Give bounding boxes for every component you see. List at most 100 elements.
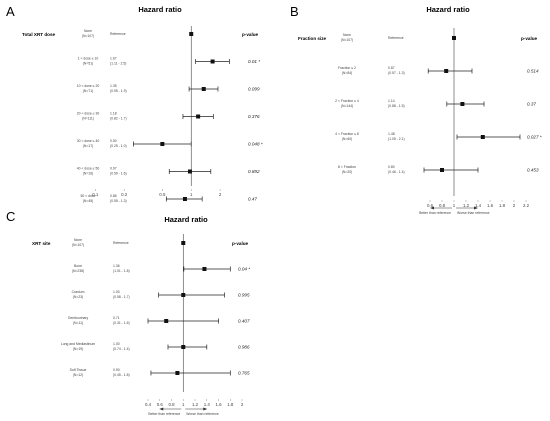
arrow-left-head xyxy=(159,407,164,411)
p-value: 0.47 xyxy=(248,197,257,202)
tick-label: 0.2 xyxy=(121,192,128,197)
p-value: 0.376 xyxy=(248,114,260,119)
tick-label: 1 xyxy=(190,192,193,197)
tick-label: 1.2 xyxy=(192,402,199,407)
row-label: 2 < Fraction ≤ 4 xyxy=(335,99,359,103)
row-label: 20 < dose ≤ 30 xyxy=(77,112,100,116)
row-n: (N=107) xyxy=(72,243,84,247)
tick-label: 1 xyxy=(182,402,185,407)
hr-ci: (0.46 - 1.4) xyxy=(388,170,405,174)
tick-label: 0.4 xyxy=(145,402,152,407)
p-value-header: p-value xyxy=(242,32,259,37)
hr-ci: (1.01 - 1.8) xyxy=(113,269,130,273)
direction-left-label: Better than reference xyxy=(148,412,180,416)
p-value: 0.099 xyxy=(248,87,260,92)
p-value: 0.453 xyxy=(527,168,539,173)
p-value: 0.986 xyxy=(238,345,250,350)
row-n: (N=60) xyxy=(342,137,352,141)
row-label: 30 < dose ≤ 40 xyxy=(77,139,100,143)
p-value-header: p-value xyxy=(521,36,538,41)
hr-ci: (0.45 - 1.8) xyxy=(113,373,130,377)
row-label: Fraction ≤ 2 xyxy=(338,66,356,70)
hr-point xyxy=(181,241,186,245)
hr-ci: (0.82 - 1.7) xyxy=(110,117,127,121)
row-n: (N=16) xyxy=(83,172,93,176)
hr-point xyxy=(440,168,444,172)
hr-estimate: 1.00 xyxy=(113,290,120,294)
hr-ci: (0.59 - 1.6) xyxy=(110,172,127,176)
p-value: 0.027 * xyxy=(527,135,542,140)
row-n: (N=51) xyxy=(83,62,93,66)
hr-ci: (0.25 - 1.0) xyxy=(110,144,127,148)
p-value: 0.765 xyxy=(238,371,250,376)
tick-label: 0.8 xyxy=(439,203,446,208)
tick-label: 1 xyxy=(453,203,456,208)
tick-label: 2.2 xyxy=(523,203,530,208)
hr-ci: (0.31 - 1.6) xyxy=(113,321,130,325)
hr-point xyxy=(189,32,194,36)
panel-letter: A xyxy=(6,4,15,19)
tick-label: 0.6 xyxy=(157,402,164,407)
row-label: None xyxy=(84,29,92,33)
row-n: (N=111) xyxy=(82,117,94,121)
tick-label: 2 xyxy=(241,402,244,407)
plot-title: Hazard ratio xyxy=(164,215,208,224)
hr-point xyxy=(181,293,186,297)
tick-label: 1.6 xyxy=(215,402,222,407)
hr-point xyxy=(196,114,201,119)
row-label: 10 < dose ≤ 20 xyxy=(77,84,100,88)
panel-letter: C xyxy=(6,209,15,224)
hr-estimate: 0.50 xyxy=(110,139,117,143)
direction-right-label: Worse than reference xyxy=(457,211,490,215)
hr-ci: (0.58 - 1.7) xyxy=(113,295,130,299)
row-label: 1 < dose ≤ 10 xyxy=(78,57,99,61)
row-n: (N=19) xyxy=(73,347,83,351)
row-label: Soft Tissue xyxy=(70,368,87,372)
panel-letter: B xyxy=(290,4,299,19)
row-label: 4 < Fraction ≤ 8 xyxy=(335,132,359,136)
tick-label: 1.6 xyxy=(487,203,494,208)
direction-left-label: Better than reference xyxy=(419,211,451,215)
hr-ci: (0.57 - 1.3) xyxy=(388,71,405,75)
row-n: (N=84) xyxy=(342,71,352,75)
row-label: 8 < Fraction xyxy=(338,165,356,169)
plot-title: Hazard ratio xyxy=(426,5,470,14)
hr-estimate: 1.48 xyxy=(388,132,395,136)
tick-label: 0.8 xyxy=(168,402,175,407)
hr-estimate: 1.14 xyxy=(388,99,395,103)
p-value: 0.04 * xyxy=(238,267,250,272)
hr-estimate: 1.35 xyxy=(110,84,117,88)
p-value-header: p-value xyxy=(232,241,249,246)
hr-ci: (0.95 - 1.9) xyxy=(110,89,127,93)
hr-estimate: 0.87 xyxy=(388,66,395,70)
hr-estimate: 0.90 xyxy=(113,368,120,372)
tick-label: 1.4 xyxy=(475,203,482,208)
hr-estimate: 0.86 xyxy=(110,194,117,198)
arrow-left-head xyxy=(430,206,434,210)
hr-estimate: 0.71 xyxy=(113,316,120,320)
hr-point xyxy=(182,197,187,201)
tick-label: 2 xyxy=(513,203,516,208)
p-value: 0.514 xyxy=(527,69,539,74)
row-n: (N=144) xyxy=(341,104,353,108)
reference-label: Reference xyxy=(388,36,404,40)
row-label: Genitourinary xyxy=(68,316,89,320)
direction-right-label: Worse than reference xyxy=(186,412,219,416)
tick-label: 1.8 xyxy=(499,203,506,208)
hr-point xyxy=(160,142,165,146)
row-label: None xyxy=(74,238,82,242)
row-n: (N=11) xyxy=(73,321,83,325)
hr-point xyxy=(187,169,192,174)
row-n: (N=107) xyxy=(341,38,353,42)
tick-label: 1.4 xyxy=(204,402,211,407)
hr-estimate: 0.80 xyxy=(388,165,395,169)
p-value: 0.407 xyxy=(238,319,250,324)
hr-point xyxy=(202,267,207,271)
hr-point xyxy=(175,371,180,375)
variable-label: Total XRT dose xyxy=(22,32,56,37)
row-n: (N=17) xyxy=(83,144,93,148)
p-value: 0.37 xyxy=(527,102,536,107)
row-label: None xyxy=(343,33,351,37)
hr-estimate: 1.36 xyxy=(113,264,120,268)
